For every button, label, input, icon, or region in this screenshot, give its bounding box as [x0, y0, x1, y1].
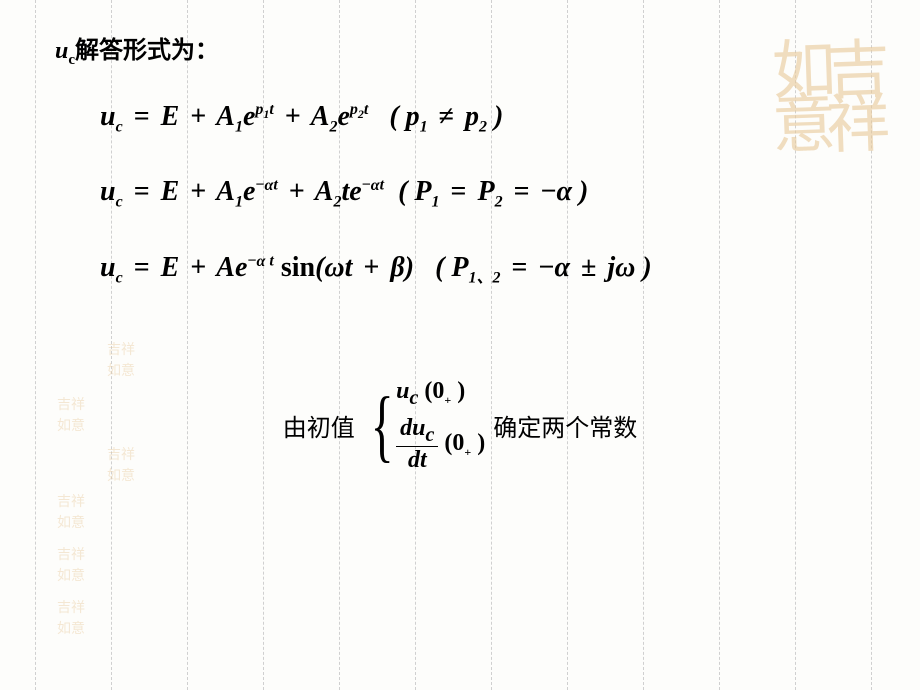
equation-3: uc = E + Ae− t sin(t + ) ( P1、2 = − ± j …: [100, 252, 865, 288]
brace-line-2: duc dt (0+ ): [396, 415, 485, 473]
equation-2: uc = E + A1e−t + A2te−t ( P1 = P2 = − ): [100, 176, 865, 212]
brace-content: uc (0+ ) duc dt (0+ ): [396, 378, 485, 474]
bottom-suffix: 确定两个常数: [493, 408, 637, 443]
stamp-small: 吉祥如意: [50, 598, 92, 640]
bottom-equation: 由初值 { uc (0+ ) duc dt (0+ ) 确定两个常数: [55, 378, 865, 474]
brace-group: { uc (0+ ) duc dt (0+ ): [363, 378, 486, 474]
brace-line-1: uc (0+ ): [396, 378, 485, 410]
heading-var: u: [55, 38, 68, 64]
left-brace: {: [370, 386, 393, 466]
slide-content: uc解答形式为： uc = E + A1ep1t + A2ep2t ( p1 ≠…: [0, 0, 920, 504]
bottom-prefix: 由初值: [283, 408, 355, 443]
equation-1: uc = E + A1ep1t + A2ep2t ( p1 ≠ p2 ): [100, 101, 865, 137]
heading: uc解答形式为：: [55, 30, 865, 69]
heading-text: 解答形式为：: [75, 38, 219, 64]
stamp-small: 吉祥如意: [50, 545, 92, 587]
